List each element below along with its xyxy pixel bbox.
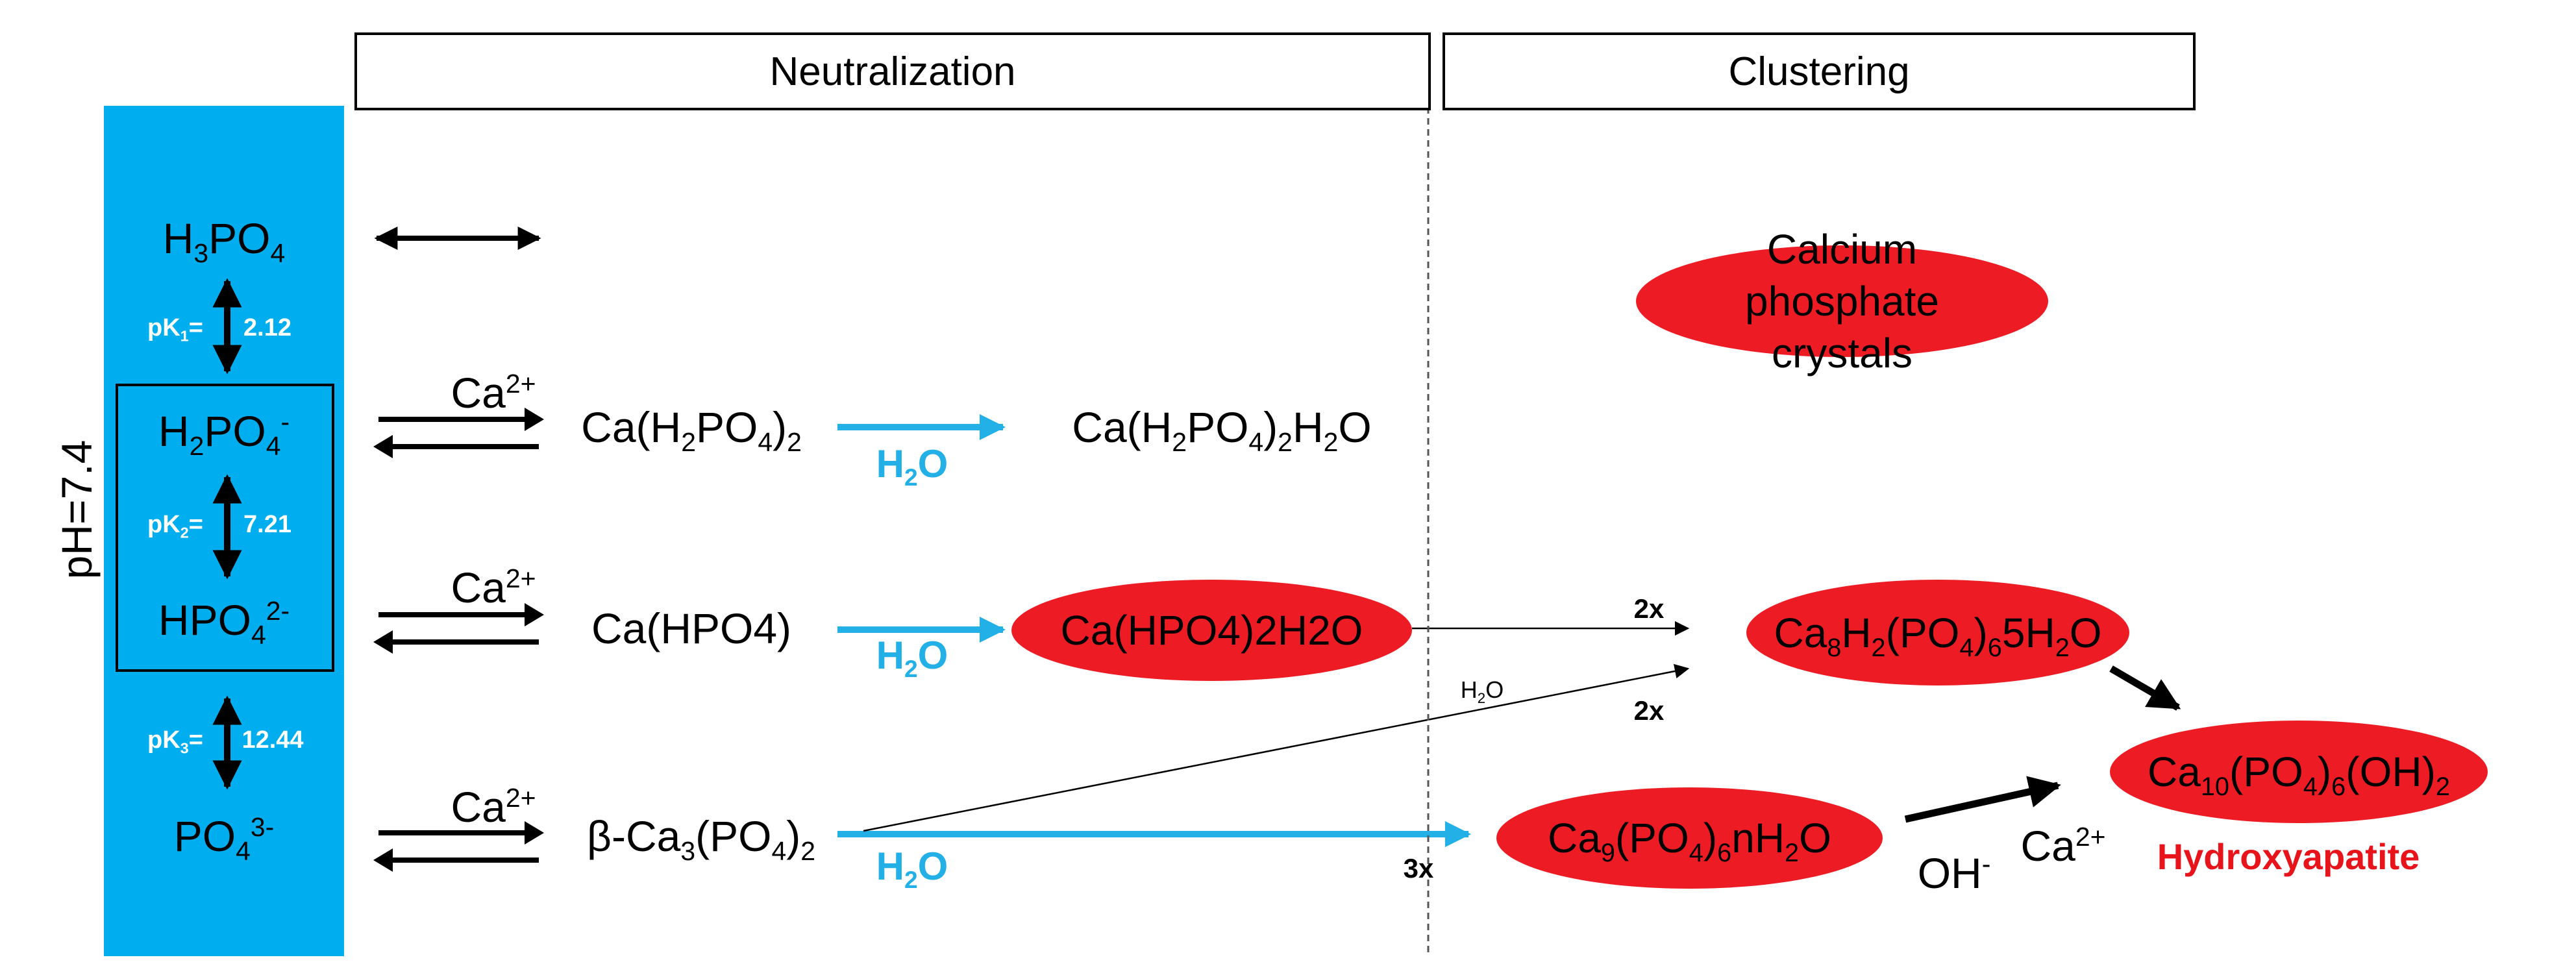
ellipse-calcium-phosphate-crystals: Calcium phosphate crystals: [1636, 226, 2048, 376]
ca-ion-label-final: Ca2+: [2020, 822, 2106, 870]
neutralization-header-label: Neutralization: [769, 49, 1016, 94]
water-label-row1: H2O: [876, 442, 948, 491]
pk3-label: pK3=: [147, 726, 203, 757]
compound-octacalcium: Ca8H2(PO4)65H2O: [1774, 609, 2102, 662]
hydroxyapatite-label: Hydroxyapatite: [2157, 836, 2420, 877]
ca-ion-label-row3: Ca2+: [451, 783, 536, 831]
compound-ca-hpo4: Ca(HPO4): [591, 604, 792, 652]
ca-ion-label-row1: Ca2+: [451, 369, 536, 417]
ocp-to-ha-arrow: [2109, 665, 2181, 711]
water-label-small: H2O: [1460, 676, 1504, 707]
hydroxide-label: OH-: [1917, 849, 1991, 897]
compound-ca-h2po4-2: Ca(H2PO4)2: [581, 403, 802, 458]
species-h2po4: H2PO4-: [158, 407, 290, 462]
compound-ca-hpo4-2h2o: Ca(HPO4)2H2O: [1060, 607, 1363, 654]
species-po4: PO43-: [173, 812, 275, 867]
neutralization-header: Neutralization: [354, 32, 1431, 110]
pk1-value: 2.12: [243, 314, 291, 341]
clustering-header: Clustering: [1443, 32, 2196, 110]
ca9-to-ha-arrow: [1904, 776, 2061, 823]
pk1-label: pK1=: [147, 314, 203, 345]
compound-ca-h2po4-2-h2o: Ca(H2PO4)2H2O: [1072, 403, 1372, 458]
compound-hydroxyapatite: Ca10(PO4)6(OH)2: [2148, 748, 2450, 801]
equilibrium-arrows-row1: [373, 408, 544, 458]
ellipse-octacalcium-phosphate: Ca8H2(PO4)65H2O: [1746, 580, 2129, 685]
species-h3po4: H3PO4: [162, 214, 286, 269]
equilibrium-arrows-row3: [373, 821, 544, 872]
water-label-row2: H2O: [876, 634, 948, 682]
ellipse-dcpd: Ca(HPO4)2H2O: [1011, 580, 1412, 681]
equilibrium-arrows-row2: [373, 603, 544, 654]
compound-beta-tcp: β-Ca3(PO4)2: [587, 812, 815, 867]
ca-ion-label-row2: Ca2+: [451, 563, 536, 611]
tcp-to-ocp-arrow: [863, 663, 1690, 832]
multiplier-2x-upper: 2x: [1633, 593, 1665, 624]
species-hpo4: HPO42-: [158, 596, 290, 650]
water-label-row3: H2O: [876, 845, 948, 893]
pk2-value: 7.21: [243, 511, 291, 538]
multiplier-3x: 3x: [1403, 853, 1434, 883]
clustering-header-label: Clustering: [1728, 49, 1910, 94]
multiplier-2x-lower: 2x: [1633, 695, 1665, 726]
ph-range-box: [116, 384, 334, 672]
compound-ca9: Ca9(PO4)6nH2O: [1548, 815, 1831, 867]
crystals-label: Calcium phosphate crystals: [1745, 226, 1939, 376]
ellipse-ca9: Ca9(PO4)6nH2O: [1496, 787, 1883, 889]
pk2-label: pK2=: [147, 511, 203, 541]
ellipse-hydroxyapatite: Ca10(PO4)6(OH)2: [2110, 721, 2488, 823]
ph-label: pH=7.4: [53, 439, 101, 580]
pk3-value: 12.44: [242, 726, 304, 754]
